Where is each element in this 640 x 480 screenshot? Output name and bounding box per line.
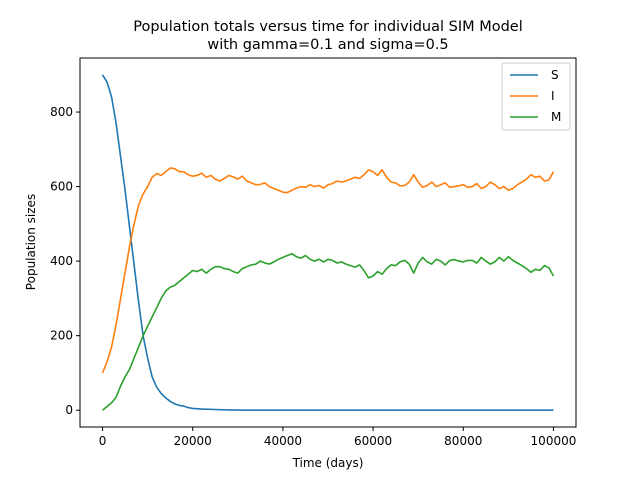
x-tick-label: 40000 — [264, 434, 302, 448]
chart-title-line-1: Population totals versus time for indivi… — [133, 19, 523, 35]
y-tick-label: 800 — [50, 105, 73, 119]
y-axis-label: Population sizes — [24, 194, 38, 290]
y-tick-label: 600 — [50, 180, 73, 194]
x-tick-label: 80000 — [444, 434, 482, 448]
x-tick-label: 100000 — [531, 434, 577, 448]
y-tick-label: 0 — [65, 403, 73, 417]
y-tick-label: 200 — [50, 329, 73, 343]
legend-label-i: I — [551, 89, 555, 103]
legend-items: SIM — [510, 68, 561, 124]
x-axis-label: Time (days) — [292, 456, 364, 470]
y-axis-ticks: 0 200 400 600 800 — [50, 105, 80, 417]
series-line-s — [101, 74, 554, 412]
series-layer — [101, 74, 555, 412]
plot-frame — [79, 57, 577, 428]
x-axis-ticks: 0 20000 40000 60000 80000 100000 — [99, 427, 577, 448]
chart-title-line-2: with gamma=0.1 and sigma=0.5 — [207, 37, 448, 53]
series-line-m — [101, 252, 555, 411]
legend: SIM — [501, 62, 571, 131]
y-tick-label: 400 — [50, 254, 73, 268]
x-tick-label: 0 — [99, 434, 107, 448]
legend-label-m: M — [551, 110, 561, 124]
legend-label-s: S — [551, 68, 559, 82]
series-line-i — [101, 167, 555, 374]
x-tick-label: 20000 — [174, 434, 212, 448]
x-tick-label: 60000 — [354, 434, 392, 448]
